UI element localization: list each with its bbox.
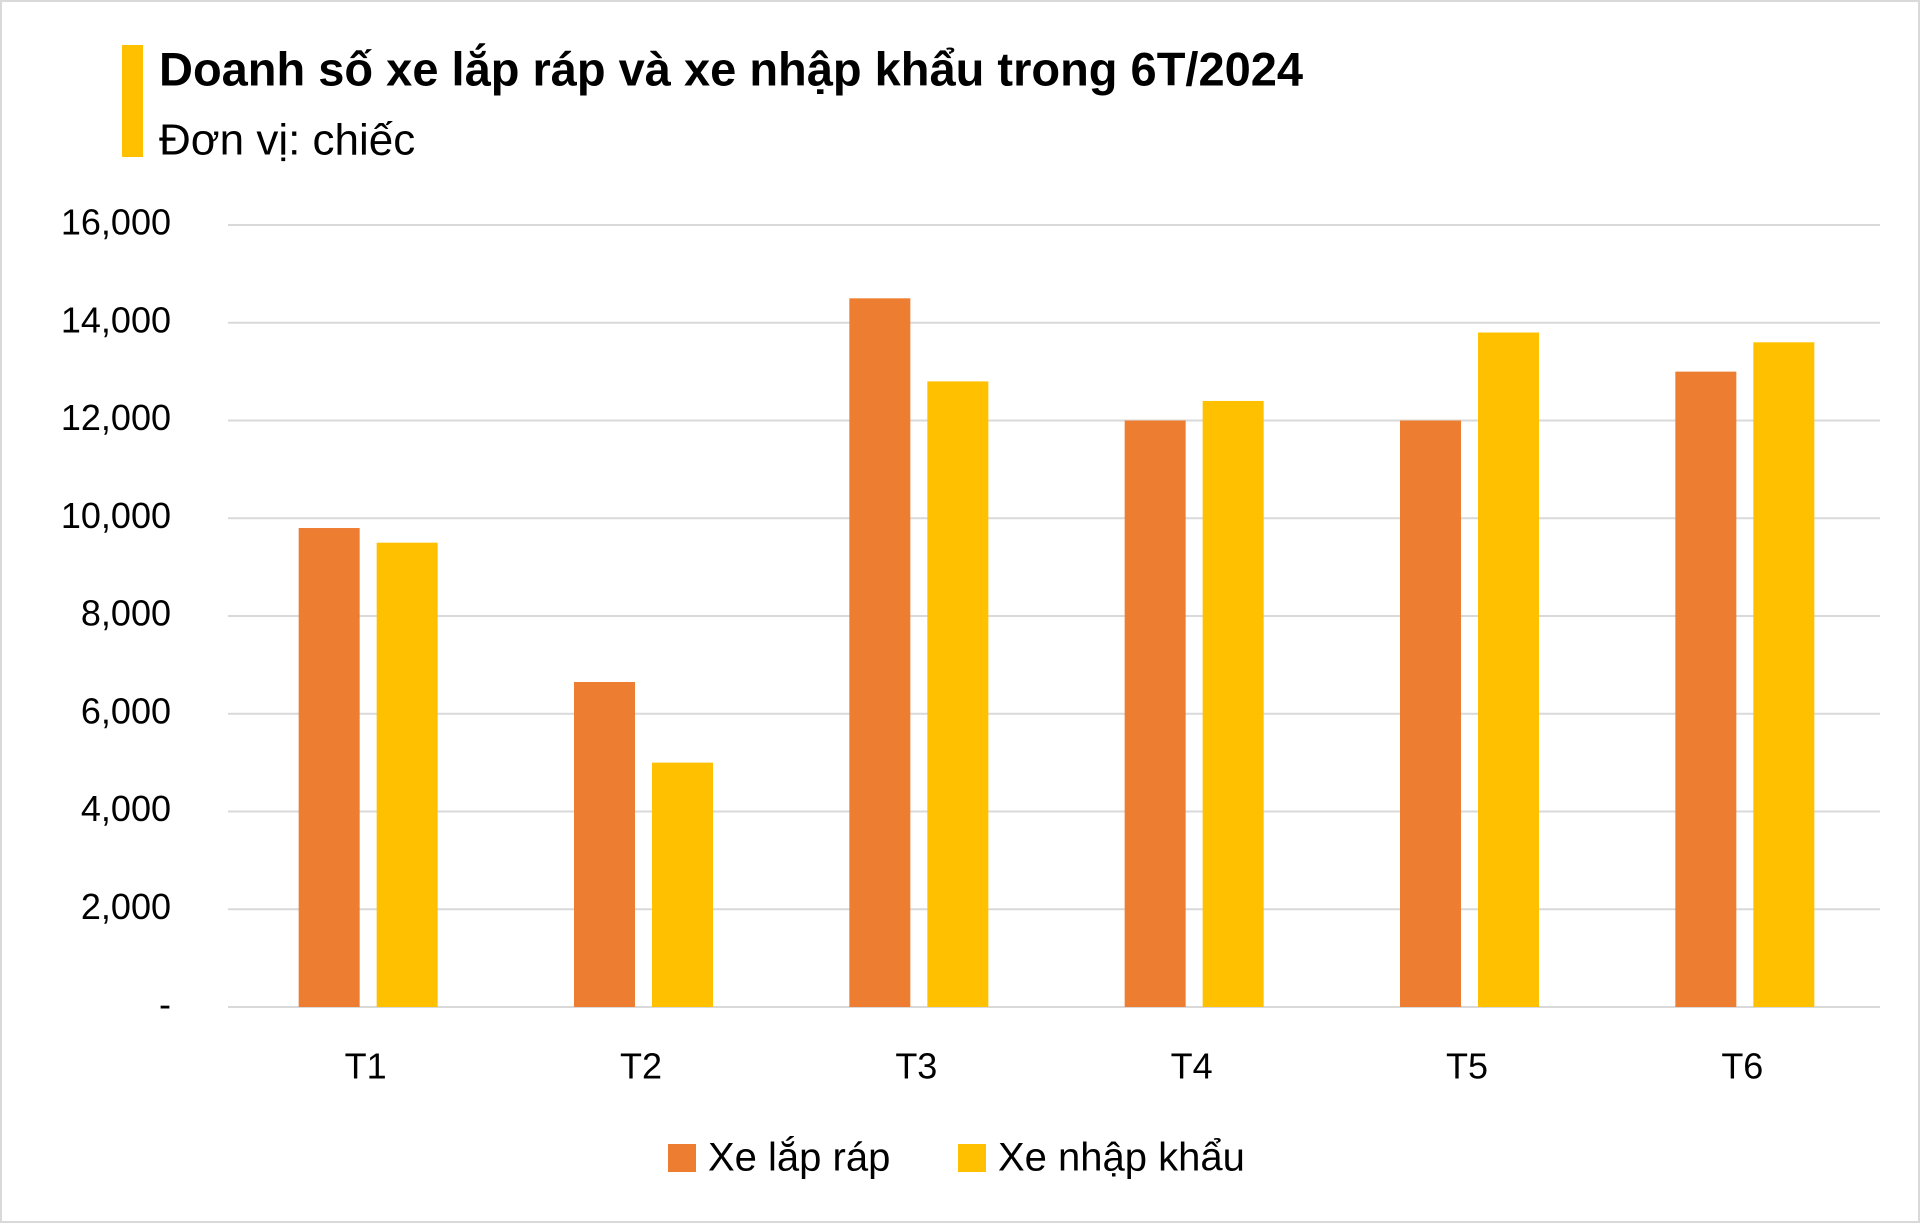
title-accent [122, 45, 143, 157]
x-tick-label: T4 [1171, 1046, 1213, 1087]
bar [849, 298, 911, 1007]
x-tick-label: T3 [895, 1046, 937, 1087]
y-tick-label: 6,000 [81, 690, 171, 731]
x-tick-label: T5 [1446, 1046, 1488, 1087]
bar [1202, 400, 1264, 1007]
x-tick-label: T1 [345, 1046, 387, 1087]
bar [1400, 420, 1461, 1007]
bar [1478, 332, 1539, 1007]
y-tick-label: 4,000 [81, 788, 171, 829]
y-tick-label: 12,000 [61, 397, 171, 438]
y-tick-label: 2,000 [81, 886, 171, 927]
legend-label: Xe nhập khẩu [998, 1136, 1245, 1180]
bar [1675, 371, 1737, 1007]
y-tick-label: - [159, 984, 171, 1025]
bar [1753, 342, 1815, 1007]
y-tick-label: 8,000 [81, 593, 171, 634]
bar [376, 542, 438, 1007]
y-tick-label: 14,000 [61, 299, 171, 340]
legend-swatch [668, 1144, 696, 1172]
chart-title: Doanh số xe lắp ráp và xe nhập khẩu tron… [159, 42, 1303, 95]
x-tick-label: T2 [620, 1046, 662, 1087]
chart-subtitle: Đơn vị: chiếc [159, 116, 415, 165]
x-tick-label: T6 [1721, 1046, 1763, 1087]
bar [574, 681, 635, 1007]
y-tick-label: 10,000 [61, 495, 171, 536]
bar [298, 528, 360, 1007]
bar [652, 762, 713, 1007]
legend-label: Xe lắp ráp [708, 1135, 890, 1180]
legend-swatch [958, 1144, 986, 1172]
bar [1124, 420, 1186, 1007]
y-tick-label: 16,000 [61, 202, 171, 243]
bar [927, 381, 989, 1007]
